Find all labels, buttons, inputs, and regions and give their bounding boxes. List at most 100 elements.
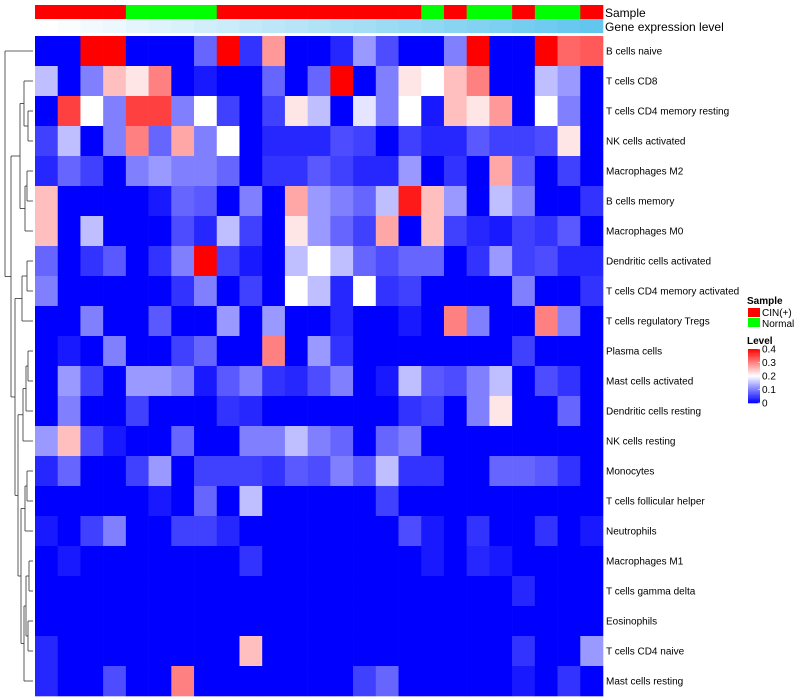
heatmap-cell	[330, 246, 354, 277]
heatmap-cell	[148, 396, 172, 427]
heatmap-cell	[557, 336, 581, 367]
level-scale-band	[748, 354, 760, 357]
heatmap-cell	[80, 306, 104, 337]
row-dendrogram	[4, 50, 33, 682]
heatmap-cell	[103, 186, 127, 217]
heatmap-cell	[148, 516, 172, 547]
sample-annotation-cell	[534, 5, 558, 19]
heatmap-cell	[353, 606, 377, 637]
heatmap-cell	[262, 366, 286, 397]
heatmap-cell	[421, 336, 445, 367]
heatmap-cell	[103, 576, 127, 607]
heatmap-cell	[421, 96, 445, 127]
heatmap-cell	[534, 276, 558, 307]
level-scale-band	[748, 378, 760, 381]
heatmap-cell	[103, 66, 127, 97]
heatmap-cell	[216, 546, 240, 577]
heatmap-cell	[307, 306, 331, 337]
heatmap-cell	[307, 546, 331, 577]
heatmap-cell	[171, 276, 195, 307]
heatmap-cell	[148, 336, 172, 367]
heatmap-cell	[330, 666, 354, 697]
heatmap-cell	[239, 186, 263, 217]
heatmap-cell	[80, 96, 104, 127]
heatmap-cell	[125, 336, 149, 367]
row-label: Eosinophils	[606, 617, 657, 628]
heatmap-cell	[398, 66, 422, 97]
heatmap-cell	[80, 216, 104, 247]
heatmap-cell	[216, 486, 240, 517]
heatmap-cell	[557, 246, 581, 277]
heatmap-cell	[284, 306, 308, 337]
heatmap-cell	[35, 456, 59, 487]
heatmap-cell	[375, 426, 399, 457]
heatmap-cell	[353, 516, 377, 547]
heatmap-cell	[466, 66, 490, 97]
legend-label-normal: Normal	[762, 319, 794, 330]
heatmap-cell	[57, 516, 81, 547]
heatmap-cell	[398, 546, 422, 577]
sample-annotation-cell	[80, 5, 104, 19]
heatmap-cell	[148, 426, 172, 457]
heatmap-cell	[580, 606, 604, 637]
gene-expression-annotation-cell	[148, 19, 172, 33]
heatmap-cell	[103, 246, 127, 277]
heatmap-cell	[194, 366, 218, 397]
heatmap-cell	[375, 576, 399, 607]
row-label: Monocytes	[606, 467, 654, 478]
heatmap-cell	[103, 306, 127, 337]
heatmap-cell	[239, 666, 263, 697]
heatmap-cell	[307, 666, 331, 697]
heatmap-cell	[580, 276, 604, 307]
heatmap-cell	[194, 156, 218, 187]
heatmap-cell	[489, 636, 513, 667]
heatmap-cell	[262, 546, 286, 577]
heatmap-cell	[557, 606, 581, 637]
level-scale-band	[748, 385, 760, 388]
heatmap-cell	[216, 366, 240, 397]
sample-legend-title: Sample	[747, 296, 783, 307]
heatmap-cell	[398, 306, 422, 337]
heatmap-cell	[171, 66, 195, 97]
heatmap-cell	[557, 276, 581, 307]
heatmap-cell	[375, 96, 399, 127]
heatmap-cell	[239, 276, 263, 307]
heatmap-cell	[148, 216, 172, 247]
sample-annotation-cell	[580, 5, 604, 19]
heatmap-cell	[35, 156, 59, 187]
heatmap-cell	[489, 246, 513, 277]
heatmap-cell	[443, 636, 467, 667]
level-scale-band	[748, 389, 760, 392]
heatmap-cell	[194, 576, 218, 607]
heatmap-cell	[148, 636, 172, 667]
heatmap-cell	[330, 516, 354, 547]
heatmap-cell	[557, 636, 581, 667]
heatmap-cell	[171, 36, 195, 67]
heatmap-cell	[375, 666, 399, 697]
sample-annotation-cell	[443, 5, 467, 19]
heatmap-cell	[284, 96, 308, 127]
heatmap-cell	[534, 486, 558, 517]
heatmap-cell	[307, 246, 331, 277]
heatmap-cell	[35, 426, 59, 457]
heatmap-cell	[171, 426, 195, 457]
heatmap-cell	[103, 606, 127, 637]
heatmap-cell	[148, 606, 172, 637]
heatmap-cell	[57, 66, 81, 97]
heatmap-cell	[353, 126, 377, 157]
heatmap-cell	[125, 636, 149, 667]
heatmap-cell	[443, 426, 467, 457]
heatmap-cell	[512, 366, 536, 397]
heatmap-cell	[375, 456, 399, 487]
legend: Sample CIN(+) Normal Level 0.4 0.3 0.2 0.1 0	[747, 296, 794, 410]
sample-annotation-cell	[307, 5, 331, 19]
heatmap-cell	[443, 96, 467, 127]
heatmap-cell	[80, 606, 104, 637]
heatmap-cell	[239, 246, 263, 277]
heatmap-cell	[580, 156, 604, 187]
heatmap-cell	[466, 96, 490, 127]
heatmap-cell	[330, 186, 354, 217]
gene-expression-annotation-cell	[216, 19, 240, 33]
heatmap-cell	[103, 36, 127, 67]
